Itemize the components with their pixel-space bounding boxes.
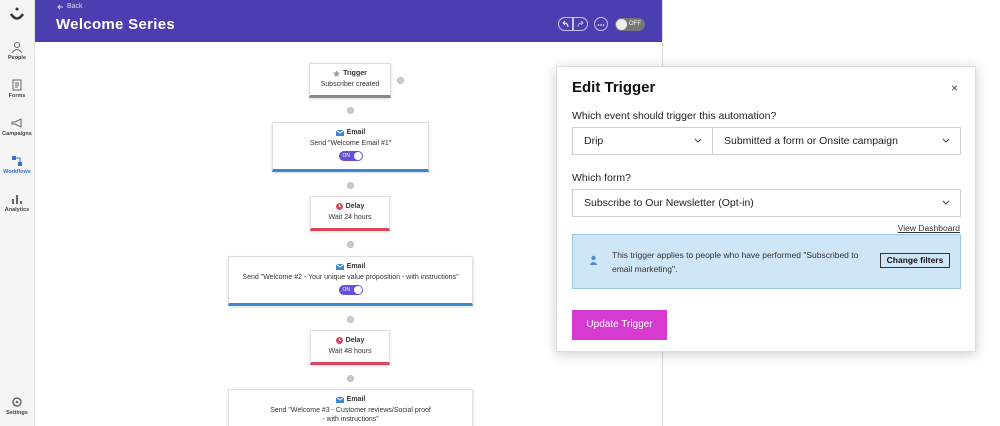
change-filters-button[interactable]: Change filters [880,253,950,268]
workflow-node[interactable]: Email Send "Welcome #2 - Your unique valu… [228,256,473,306]
node-title: Email [346,129,366,136]
nav-label: Forms [8,93,26,99]
node-title: Trigger [343,70,367,77]
update-trigger-button[interactable]: Update Trigger [572,310,667,340]
connector-dot [347,107,354,114]
select-value: Subscribe to Our Newsletter (Opt-in) [584,197,754,209]
nav-label: Workflows [3,169,31,175]
view-dashboard-link[interactable]: View Dashboard [897,223,960,233]
node-title: Email [346,263,366,270]
close-button[interactable]: × [951,81,959,95]
header: Back Welcome Series OFF [35,0,662,42]
workflow-node[interactable]: Email Send "Welcome #3 - Customer reviews… [228,389,473,426]
redo-button[interactable] [573,17,588,31]
nav-label: People [7,55,27,61]
node-description: Wait 48 hours [328,348,372,355]
edit-trigger-modal: Edit Trigger × Which event should trigge… [556,66,976,352]
app: Settings People Forms Campaigns Workflows An… [0,0,663,426]
node-toggle[interactable]: ON [338,285,363,295]
node-title: Email [346,396,366,403]
nav-item[interactable]: Campaigns [0,117,34,137]
node-description: Send "Welcome Email #1" [309,140,392,147]
node-toggle[interactable]: ON [338,151,363,161]
workflow-node[interactable]: Trigger Subscriber created [309,63,391,98]
nav-label: Analytics [4,207,30,213]
back-text: Back [67,3,83,10]
nav-item[interactable]: Analytics [0,193,34,213]
workflow-node[interactable]: Email Send "Welcome Email #1" ON [272,122,429,172]
nav-item[interactable]: People [0,41,34,61]
back-link[interactable]: Back [57,3,83,10]
connector-dot [347,241,354,248]
node-description: Wait 24 hours [328,214,372,221]
select-value: Submitted a form or Onsite campaign [724,135,898,147]
modal-title: Edit Trigger [572,79,656,96]
node-description: Send "Welcome #2 - Your unique value pro… [242,274,459,281]
workflow-node[interactable]: Delay Wait 24 hours [310,196,390,231]
connector-dot [347,316,354,323]
nav-label: Campaigns [2,131,32,137]
event-source-select[interactable]: Drip [572,127,713,155]
node-header: Email [273,129,428,136]
form-label: Which form? [572,172,631,184]
node-header: Trigger [310,70,390,77]
active-toggle[interactable]: OFF [615,18,645,31]
nav-item[interactable]: Workflows [0,155,34,175]
toggle-label: OFF [629,21,641,27]
undo-button[interactable] [558,17,573,31]
sidebar: Settings People Forms Campaigns Workflows An… [0,0,35,426]
add-branch-dot[interactable] [397,77,404,84]
info-box: This trigger applies to people who have … [572,234,961,289]
workflow-canvas: Trigger Subscriber created Email Send "Welc… [35,42,662,426]
logo [9,7,25,20]
nav-label: Settings [6,410,28,416]
nav-item[interactable]: Forms [0,79,34,99]
node-title: Delay [345,337,365,344]
workflow-title: Welcome Series [56,16,175,33]
info-text: This trigger applies to people who have … [612,250,859,274]
connector-dot [347,182,354,189]
node-header: Delay [311,337,389,344]
node-description: Send "Welcome #3 - Customer reviews/Soci… [270,407,431,423]
node-header: Email [229,263,472,270]
form-select[interactable]: Subscribe to Our Newsletter (Opt-in) [572,189,961,217]
node-title: Delay [345,203,365,210]
connector-dot [347,375,354,382]
nav-settings[interactable]: Settings [0,396,34,416]
node-header: Delay [311,203,389,210]
person-icon [589,255,598,265]
select-value: Drip [584,135,604,147]
node-description: Subscriber created [320,81,380,88]
workflow-node[interactable]: Delay Wait 48 hours [310,330,390,365]
event-type-select[interactable]: Submitted a form or Onsite campaign [712,127,961,155]
event-label: Which event should trigger this automati… [572,110,777,122]
more-button[interactable] [594,17,608,31]
node-header: Email [229,396,472,403]
